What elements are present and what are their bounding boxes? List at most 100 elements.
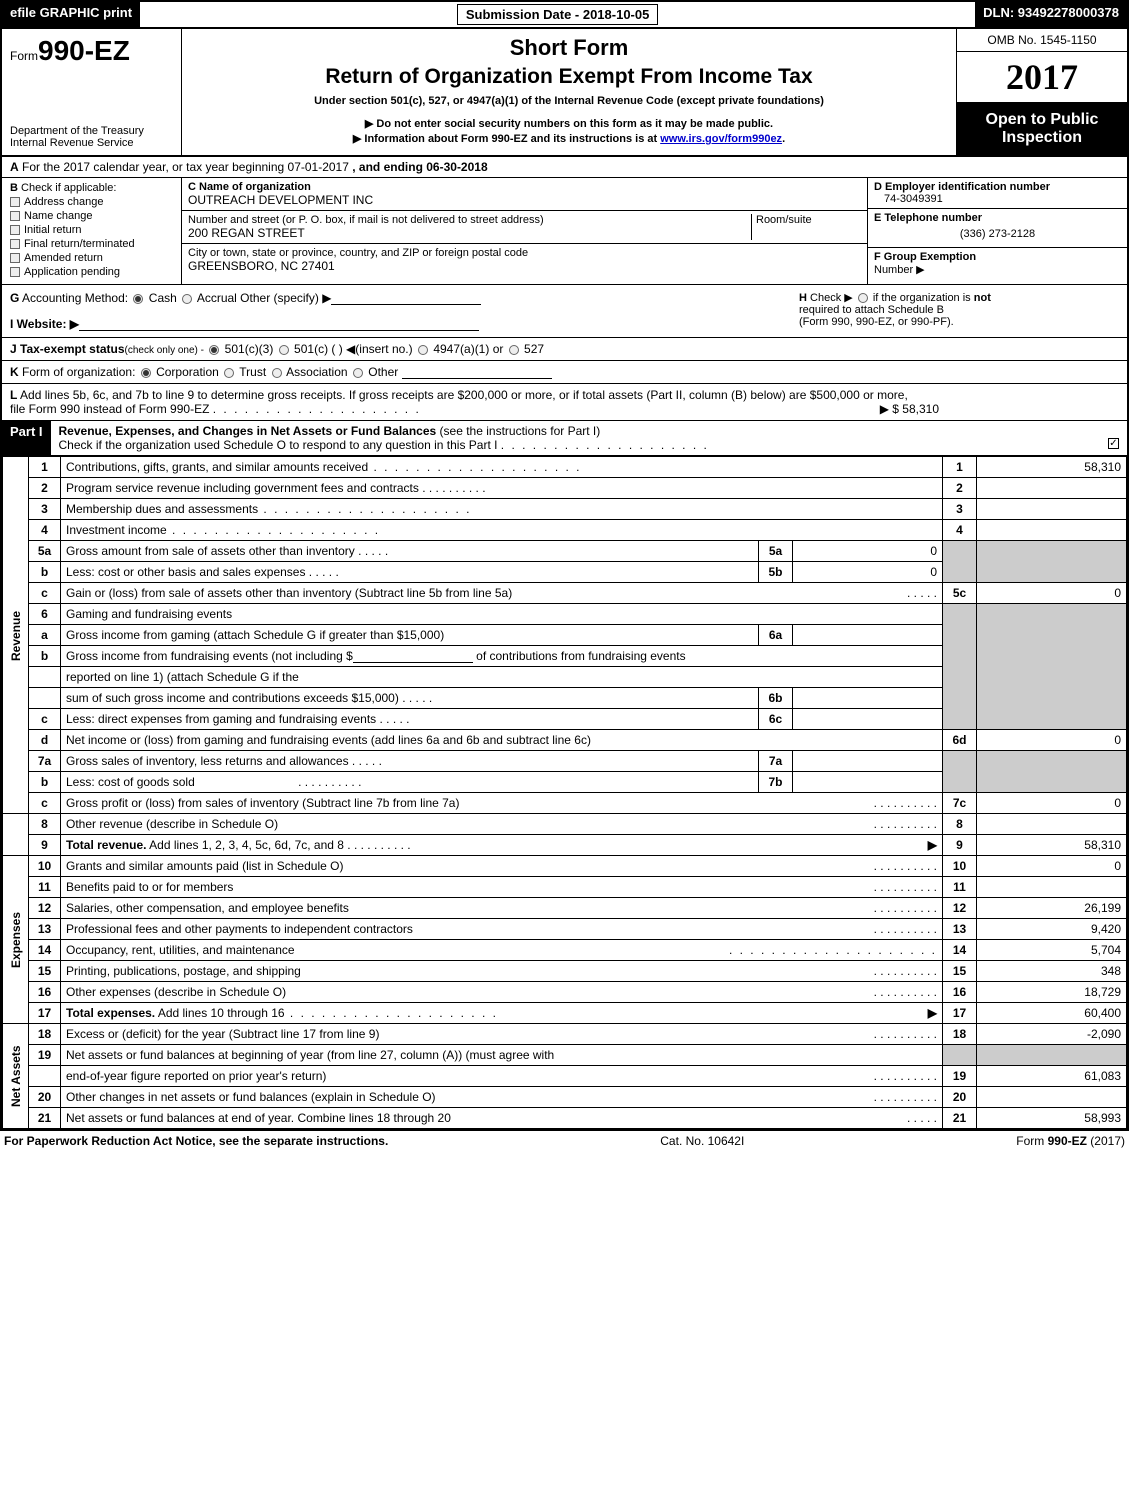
- form-prefix: Form: [10, 49, 38, 63]
- department-label: Department of the Treasury Internal Reve…: [10, 125, 173, 149]
- line-7c: c Gross profit or (loss) from sales of i…: [3, 793, 1127, 814]
- radio-corp[interactable]: [141, 368, 151, 378]
- chk-address-change[interactable]: Address change: [10, 196, 173, 208]
- row-a-ending: , and ending 06-30-2018: [352, 160, 487, 174]
- line-17: 17 Total expenses. Add lines 10 through …: [3, 1003, 1127, 1024]
- line-19b: end-of-year figure reported on prior yea…: [3, 1066, 1127, 1087]
- instruction-line-2: ▶ Information about Form 990-EZ and its …: [190, 132, 948, 145]
- under-section: Under section 501(c), 527, or 4947(a)(1)…: [190, 95, 948, 107]
- g-text: Accounting Method:: [22, 291, 128, 305]
- c-street-row: Number and street (or P. O. box, if mail…: [182, 211, 867, 244]
- side-revenue: Revenue: [3, 457, 29, 814]
- line-6: 6 Gaming and fundraising events: [3, 604, 1127, 625]
- l-label: L: [10, 388, 17, 402]
- col-b-title: B Check if applicable:: [10, 182, 173, 194]
- dept-irs: Internal Revenue Service: [10, 137, 173, 149]
- l-text2: file Form 990 instead of Form 990-EZ: [10, 402, 209, 416]
- checkbox-icon: [10, 267, 20, 277]
- header-right: OMB No. 1545-1150 2017 Open to Public In…: [957, 29, 1127, 155]
- d-row: D Employer identification number 74-3049…: [868, 178, 1127, 209]
- col-c: C Name of organization OUTREACH DEVELOPM…: [182, 178, 867, 284]
- irs-link[interactable]: www.irs.gov/form990ez: [660, 133, 782, 145]
- c-name-label: C Name of organization: [188, 181, 861, 193]
- chk-initial-return[interactable]: Initial return: [10, 224, 173, 236]
- l-dots: [213, 402, 421, 416]
- d-value: 74-3049391: [874, 193, 1121, 205]
- arrow-icon: ▶: [928, 1006, 937, 1020]
- e-label: E Telephone number: [874, 212, 1121, 224]
- form-header: Form990-EZ Department of the Treasury In…: [2, 29, 1127, 157]
- l-text1: Add lines 5b, 6c, and 7b to line 9 to de…: [20, 388, 908, 402]
- line-4: 4 Investment income 4: [3, 520, 1127, 541]
- line-1: Revenue 1 Contributions, gifts, grants, …: [3, 457, 1127, 478]
- h-label: H: [799, 292, 807, 304]
- row-j: J Tax-exempt status(check only one) - 50…: [2, 338, 1127, 361]
- line-6d: d Net income or (loss) from gaming and f…: [3, 730, 1127, 751]
- footer-left: For Paperwork Reduction Act Notice, see …: [4, 1134, 388, 1148]
- side-expenses: Expenses: [3, 856, 29, 1024]
- dln-label: DLN: 93492278000378: [975, 2, 1127, 27]
- short-form-title: Short Form: [190, 35, 948, 61]
- row-l: L Add lines 5b, 6c, and 7b to line 9 to …: [2, 384, 1127, 421]
- submission-date: Submission Date - 2018-10-05: [457, 4, 659, 25]
- e-value: (336) 273-2128: [874, 224, 1121, 244]
- j-label: J Tax-exempt status: [10, 342, 125, 356]
- chk-name-change[interactable]: Name change: [10, 210, 173, 222]
- i-label: I Website: ▶: [10, 317, 79, 331]
- d-label: D Employer identification number: [874, 181, 1121, 193]
- chk-application-pending[interactable]: Application pending: [10, 266, 173, 278]
- line-16: 16 Other expenses (describe in Schedule …: [3, 982, 1127, 1003]
- line-20: 20 Other changes in net assets or fund b…: [3, 1087, 1127, 1108]
- line-14: 14 Occupancy, rent, utilities, and maint…: [3, 940, 1127, 961]
- radio-other[interactable]: [353, 368, 363, 378]
- g-line: G Accounting Method: Cash Accrual Other …: [10, 291, 779, 305]
- line-10: Expenses 10 Grants and similar amounts p…: [3, 856, 1127, 877]
- col-b: B Check if applicable: Address change Na…: [2, 178, 182, 284]
- line-18: Net Assets 18 Excess or (deficit) for th…: [3, 1024, 1127, 1045]
- form-number: Form990-EZ: [10, 35, 173, 67]
- e-row: E Telephone number (336) 273-2128: [868, 209, 1127, 248]
- part1-title: Revenue, Expenses, and Changes in Net As…: [59, 424, 437, 438]
- part1-checkbox[interactable]: [1108, 438, 1119, 449]
- g-other-fill: [331, 293, 481, 305]
- radio-assoc[interactable]: [272, 368, 282, 378]
- footer-mid: Cat. No. 10642I: [660, 1134, 744, 1148]
- chk-amended-return[interactable]: Amended return: [10, 252, 173, 264]
- g-label: G: [10, 291, 19, 305]
- radio-501c[interactable]: [279, 345, 289, 355]
- efile-label: efile GRAPHIC print: [2, 2, 140, 27]
- radio-501c3[interactable]: [209, 345, 219, 355]
- col-b-check: Check if applicable:: [21, 182, 116, 194]
- c-street-value: 200 REGAN STREET: [188, 226, 751, 240]
- k-label: K: [10, 365, 19, 379]
- radio-h[interactable]: [858, 293, 868, 303]
- part1-dots: [501, 438, 709, 452]
- f-label2: Number ▶: [874, 263, 1121, 276]
- radio-527[interactable]: [509, 345, 519, 355]
- line-12: 12 Salaries, other compensation, and emp…: [3, 898, 1127, 919]
- c-city-label: City or town, state or province, country…: [188, 247, 861, 259]
- col-def: D Employer identification number 74-3049…: [867, 178, 1127, 284]
- radio-accrual[interactable]: [182, 294, 192, 304]
- footer-right: Form 990-EZ (2017): [1016, 1134, 1125, 1148]
- line-11: 11 Benefits paid to or for members 11: [3, 877, 1127, 898]
- line-8: 8 Other revenue (describe in Schedule O)…: [3, 814, 1127, 835]
- radio-cash[interactable]: [133, 294, 143, 304]
- header-left: Form990-EZ Department of the Treasury In…: [2, 29, 182, 155]
- line-3: 3 Membership dues and assessments 3: [3, 499, 1127, 520]
- part1-header-row: Part I Revenue, Expenses, and Changes in…: [2, 421, 1127, 456]
- line-5c: c Gain or (loss) from sale of assets oth…: [3, 583, 1127, 604]
- radio-trust[interactable]: [224, 368, 234, 378]
- header-mid: Short Form Return of Organization Exempt…: [182, 29, 957, 155]
- open-public-box: Open to Public Inspection: [957, 103, 1127, 155]
- checkbox-icon: [10, 211, 20, 221]
- chk-final-return[interactable]: Final return/terminated: [10, 238, 173, 250]
- radio-4947[interactable]: [418, 345, 428, 355]
- part1-check-line: Check if the organization used Schedule …: [59, 438, 498, 452]
- top-bar: efile GRAPHIC print Submission Date - 20…: [2, 2, 1127, 29]
- line-5a: 5a Gross amount from sale of assets othe…: [3, 541, 1127, 562]
- i-line: I Website: ▶: [10, 317, 779, 331]
- section-bcdef: B Check if applicable: Address change Na…: [2, 178, 1127, 285]
- checkbox-icon: [10, 253, 20, 263]
- checkbox-icon: [10, 239, 20, 249]
